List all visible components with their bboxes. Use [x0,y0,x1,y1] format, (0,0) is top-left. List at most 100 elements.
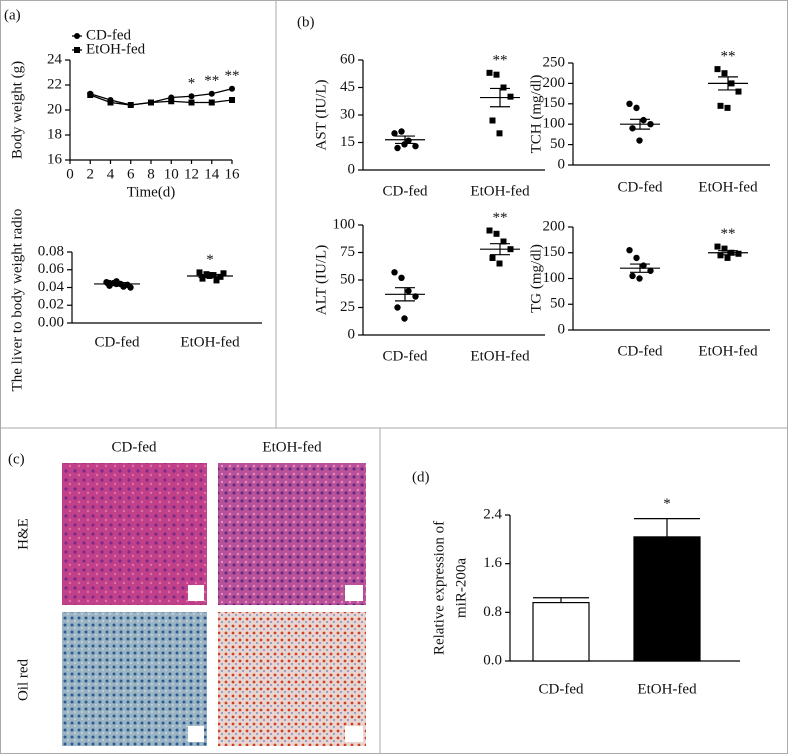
x-tick-label: 2 [87,166,95,182]
y-tick-label: 0 [558,156,566,172]
micrographs: CD-fed EtOH-fed H&E Oil red [15,439,366,746]
point [500,84,507,91]
panel-label: (d) [412,469,430,485]
point [391,269,398,276]
x-axis-label: Time(d) [127,184,176,200]
y-tick-label: 1.6 [483,555,502,571]
point [633,104,640,112]
y-tick-label: 0 [348,326,356,342]
y-tick-label: 2.4 [483,506,502,522]
micrograph [218,612,366,746]
point [714,66,721,73]
scale-bars [188,585,363,742]
x-tick-label: CD-fed [618,343,663,359]
y-tick-label: 50 [340,271,355,287]
point [724,104,731,111]
significance: ** [204,73,219,89]
y-tick-label: 24 [47,51,63,67]
point [724,254,731,261]
point [717,102,724,109]
y-tick-label: 18 [47,126,62,142]
x-tick-label: CD-fed [383,183,428,199]
y-tick-label: 150 [543,244,566,260]
y-axis-label: Relative expression of [431,521,447,655]
significance: ** [225,68,240,84]
y-tick-label: 25 [340,299,355,315]
x-tick-label: EtOH-fed [470,183,530,199]
point [127,284,134,291]
micrograph [62,612,207,746]
column-label: CD-fed [112,439,157,455]
y-tick-label: 45 [340,79,355,95]
point [412,142,419,150]
x-tick-label: CD-fed [539,681,584,697]
point [489,255,496,261]
significance: ** [721,226,736,242]
x-tick-label: 4 [107,166,115,182]
point [486,69,493,76]
point [398,274,405,281]
point [127,102,134,108]
y-tick-label: 0 [348,161,356,177]
y-tick-label: 100 [543,270,566,286]
bar [633,536,701,662]
y-tick-label: 60 [340,51,355,67]
x-tick-label: CD-fed [618,179,663,195]
point [401,315,408,322]
point [394,304,401,311]
point [721,245,728,252]
x-tick-label: EtOH-fed [698,343,758,359]
point [196,269,203,276]
point [394,144,401,152]
point [188,99,195,106]
y-tick-label: 100 [543,116,566,132]
legend-label: EtOH-fed [86,41,146,57]
micrograph [62,463,207,605]
point [633,254,640,262]
x-tick-label: EtOH-fed [637,681,697,697]
y-axis-label: AST (IU/L) [313,80,329,151]
y-tick-label: 30 [340,106,355,122]
point [229,85,235,92]
point [188,93,195,100]
point [721,70,728,77]
point [626,246,633,254]
legend-marker [74,47,80,53]
y-tick-label: 200 [543,218,566,234]
point [213,277,220,284]
point [220,270,227,277]
x-tick-label: CD-fed [383,348,428,364]
row-label: Oil red [15,658,31,701]
point [168,98,175,105]
point [391,130,398,137]
y-tick-label: 150 [543,95,566,111]
point [493,71,500,78]
point [629,272,636,280]
y-tick-label: 0.02 [38,297,64,313]
y-tick-label: 50 [550,136,565,152]
significance: ** [493,210,508,226]
x-tick-label: EtOH-fed [470,348,530,364]
point [496,130,503,137]
x-tick-label: 10 [164,166,179,182]
point [401,141,408,148]
y-tick-label: 16 [47,151,63,167]
point [229,97,235,103]
y-tick-label: 22 [47,76,62,92]
x-tick-label: EtOH-fed [180,334,240,350]
row-label: H&E [15,518,31,550]
point [714,243,721,250]
y-tick-label: 250 [543,54,566,70]
y-tick-label: 75 [340,244,355,260]
y-tick-label: 0 [558,321,566,337]
significance: ** [493,52,508,68]
panel-label: (b) [297,14,315,30]
point [636,137,643,144]
point [640,116,647,124]
point [208,99,215,106]
x-tick-label: CD-fed [95,334,140,350]
point [486,227,493,234]
panel-label: (c) [8,451,25,467]
y-tick-label: 20 [47,101,62,117]
y-axis-label: ALT (IU/L) [313,245,329,315]
